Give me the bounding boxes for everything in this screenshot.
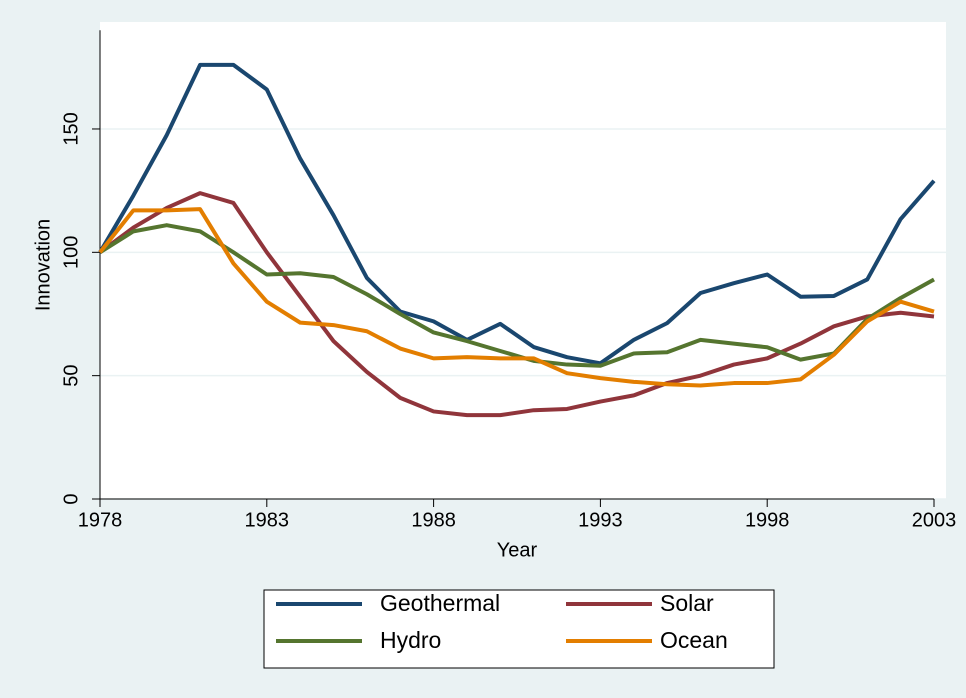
y-axis-label: Innovation: [32, 219, 54, 311]
x-tick-label: 1998: [745, 509, 790, 531]
x-tick-label: 1983: [245, 509, 290, 531]
legend-label: Hydro: [380, 627, 441, 653]
y-tick-label: 0: [60, 493, 82, 504]
series-line: [98, 191, 935, 418]
series-line: [98, 223, 935, 368]
x-tick-label: 1993: [578, 509, 623, 531]
x-axis-label: Year: [497, 539, 538, 561]
series-line: [98, 62, 936, 366]
y-tick-label: 150: [60, 112, 82, 145]
x-tick-label: 1978: [78, 509, 123, 531]
y-tick-label: 50: [60, 365, 82, 387]
x-tick-label: 1988: [411, 509, 456, 531]
legend-label: Ocean: [660, 627, 728, 653]
legend-label: Geothermal: [380, 590, 500, 616]
series-line: [98, 207, 935, 388]
x-tick-label: 2003: [912, 509, 957, 531]
plot-area: [100, 22, 946, 499]
y-tick-label: 100: [60, 236, 82, 269]
legend-label: Solar: [660, 590, 714, 616]
